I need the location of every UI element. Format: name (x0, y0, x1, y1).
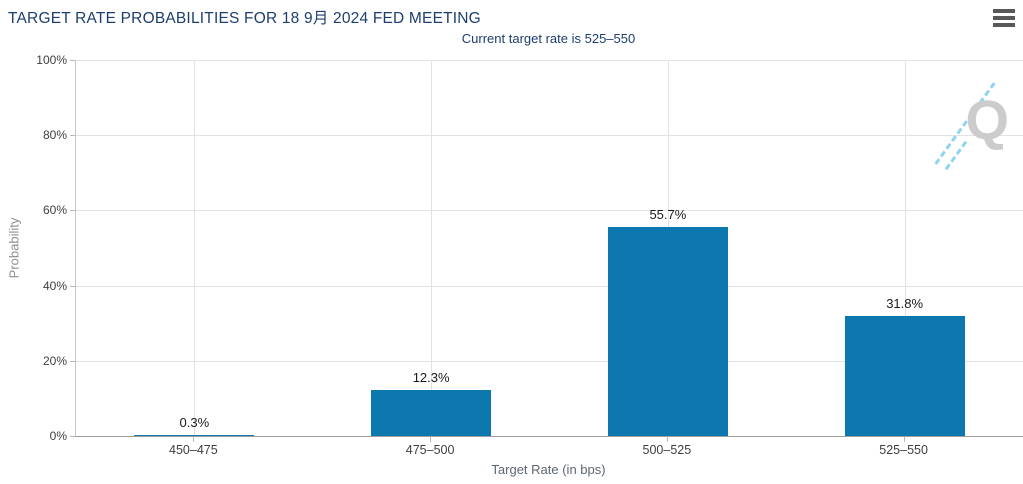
bar-value-label: 31.8% (886, 296, 924, 311)
bar-value-label: 55.7% (649, 207, 687, 222)
y-tick-mark (70, 285, 75, 287)
bar-value-label: 12.3% (412, 370, 450, 385)
h-gridline (76, 60, 1023, 61)
watermark-q-letter: Q (965, 88, 1009, 151)
x-tick-label: 475–500 (405, 443, 455, 457)
watermark-dash-icon (934, 82, 996, 165)
chart-subtitle: Current target rate is 525–550 (461, 31, 636, 46)
probability-bar (371, 390, 492, 436)
probability-bar (607, 227, 728, 436)
chart-title: TARGET RATE PROBABILITIES FOR 18 9月 2024… (8, 10, 481, 27)
y-tick-label: 20% (42, 353, 67, 368)
h-gridline (76, 210, 1023, 212)
probability-bar (844, 316, 965, 436)
plot-area: Q 0.3% 12.3% 55.7% 31.8% (75, 60, 1023, 437)
x-tick-mark (193, 437, 195, 442)
y-axis-title: Probability (6, 217, 22, 279)
v-gridline (194, 60, 196, 436)
x-tick-mark (903, 437, 905, 442)
x-axis-title: Target Rate (in bps) (491, 462, 606, 477)
y-tick-mark (70, 135, 75, 137)
y-tick-label: 40% (42, 278, 67, 293)
y-tick-label: 0% (49, 429, 67, 443)
v-gridline (431, 60, 433, 436)
h-gridline (76, 360, 1023, 362)
x-tick-mark (430, 437, 432, 442)
y-tick-label: 100% (36, 53, 67, 67)
y-tick-mark (70, 436, 75, 437)
y-tick-mark (70, 210, 75, 212)
h-gridline (76, 285, 1023, 287)
quikstrike-watermark: Q (933, 78, 1013, 171)
probability-bar (134, 435, 255, 436)
h-gridline (76, 135, 1023, 137)
y-tick-mark (70, 360, 75, 362)
menu-button[interactable] (993, 9, 1017, 29)
y-tick-label: 60% (42, 203, 67, 218)
hamburger-icon (993, 9, 1017, 27)
y-tick-label: 80% (42, 128, 67, 143)
watermark-dash-icon (944, 140, 968, 171)
bar-value-label: 0.3% (179, 415, 210, 430)
x-tick-label: 525–550 (879, 443, 928, 457)
y-tick-mark (70, 60, 75, 61)
x-tick-label: 500–525 (642, 443, 692, 457)
v-gridline (904, 60, 906, 436)
x-tick-label: 450–475 (169, 443, 218, 457)
x-tick-mark (666, 437, 668, 442)
